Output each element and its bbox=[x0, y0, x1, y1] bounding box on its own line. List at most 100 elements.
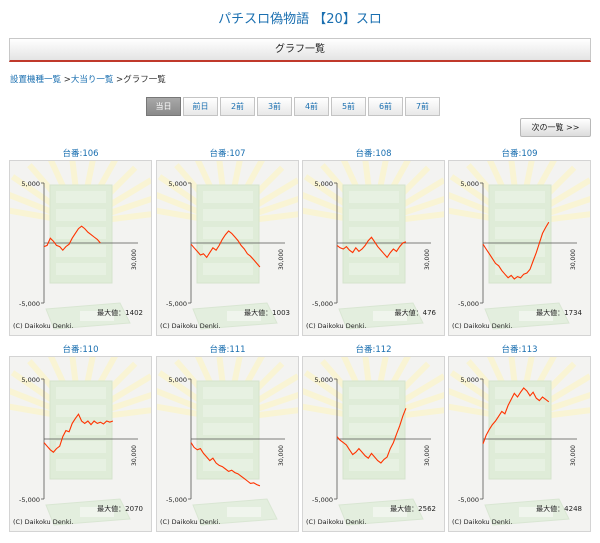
slump-graph[interactable]: 5,000 -5,000 30,000 最大値：2070 (C) Daikoku Den… bbox=[9, 356, 152, 532]
slump-graph[interactable]: 5,000 -5,000 30,000 最大値：2562 (C) Daikoku Den… bbox=[302, 356, 445, 532]
max-value-label: 最大値：2562 bbox=[390, 504, 436, 513]
machine-number-link[interactable]: 台番:107 bbox=[209, 149, 246, 159]
x-tick-label-max: 30,000 bbox=[570, 445, 577, 466]
machine-artwork bbox=[157, 161, 298, 330]
max-value-label: 最大値：1003 bbox=[244, 308, 290, 317]
slump-line bbox=[336, 408, 407, 464]
breadcrumb-machine-list[interactable]: 設置機種一覧 bbox=[10, 75, 62, 85]
slump-line bbox=[336, 236, 407, 259]
machine-card: 台番:108 5,000 -5,000 30,000 最大値：476 (C) Daiko… bbox=[302, 148, 445, 336]
machine-artwork bbox=[10, 161, 151, 330]
machine-number-link[interactable]: 台番:108 bbox=[355, 149, 392, 159]
max-value-label: 最大値：1734 bbox=[536, 308, 582, 317]
slump-graph-svg: 5,000 -5,000 30,000 最大値：2070 (C) Daikoku Den… bbox=[10, 357, 151, 526]
y-tick-label-max: 5,000 bbox=[21, 180, 40, 188]
slump-line bbox=[190, 442, 261, 487]
day-tab-7-days-ago[interactable]: 7前 bbox=[405, 97, 440, 116]
machine-artwork bbox=[303, 161, 444, 330]
x-tick-label-max: 30,000 bbox=[424, 445, 431, 466]
breadcrumb-separator: > bbox=[61, 75, 71, 85]
x-tick-label-max: 30,000 bbox=[278, 445, 285, 466]
y-tick-label-max: 5,000 bbox=[168, 180, 187, 188]
y-tick-label-max: 5,000 bbox=[21, 376, 40, 384]
y-tick-label-min: -5,000 bbox=[19, 300, 40, 308]
machine-card: 台番:107 5,000 -5,000 30,000 最大値：1003 (C) Daik… bbox=[156, 148, 299, 336]
slump-line bbox=[43, 225, 101, 252]
max-value-label: 最大値：1402 bbox=[97, 308, 143, 317]
breadcrumb: 設置機種一覧 >大当り一覧 >グラフ一覧 bbox=[10, 73, 166, 85]
day-tab-yesterday[interactable]: 前日 bbox=[183, 97, 218, 116]
y-tick-label-max: 5,000 bbox=[168, 376, 187, 384]
day-tab-5-days-ago[interactable]: 5前 bbox=[331, 97, 366, 116]
machine-number-link[interactable]: 台番:109 bbox=[501, 149, 538, 159]
copyright-text: (C) Daikoku Denki. bbox=[13, 322, 74, 330]
day-tab-4-days-ago[interactable]: 4前 bbox=[294, 97, 329, 116]
machine-card: 台番:110 5,000 -5,000 30,000 最大値：2070 (C) Daik… bbox=[9, 344, 152, 532]
y-tick-label-min: -5,000 bbox=[312, 300, 333, 308]
y-tick-label-max: 5,000 bbox=[460, 180, 479, 188]
slump-graph[interactable]: 5,000 -5,000 30,000 最大値：4248 (C) Daikoku Den… bbox=[448, 356, 591, 532]
y-tick-label-min: -5,000 bbox=[458, 300, 479, 308]
slump-graph[interactable]: 5,000 -5,000 30,000 最大値：476 (C) Daikoku Denk… bbox=[302, 160, 445, 336]
copyright-text: (C) Daikoku Denki. bbox=[452, 322, 513, 330]
y-tick-label-max: 5,000 bbox=[460, 376, 479, 384]
slump-line bbox=[482, 387, 550, 444]
machine-artwork bbox=[10, 357, 151, 526]
slump-graph[interactable]: 5,000 -5,000 30,000 最大値：1003 (C) Daikoku Den… bbox=[156, 160, 299, 336]
machine-number-link[interactable]: 台番:113 bbox=[501, 345, 538, 355]
slump-graph-svg: 5,000 -5,000 30,000 最大値：2562 (C) Daikoku Den… bbox=[303, 357, 444, 526]
breadcrumb-current: グラフ一覧 bbox=[123, 75, 166, 85]
slump-graph[interactable]: 5,000 -5,000 30,000 最大値：1402 (C) Daikoku Den… bbox=[9, 160, 152, 336]
slump-line bbox=[190, 230, 261, 268]
x-tick-label-max: 30,000 bbox=[278, 249, 285, 270]
machine-number-link[interactable]: 台番:112 bbox=[355, 345, 392, 355]
machine-artwork bbox=[157, 357, 298, 526]
copyright-text: (C) Daikoku Denki. bbox=[306, 518, 367, 526]
machine-card: 台番:113 5,000 -5,000 30,000 最大値：4248 (C) Daik… bbox=[448, 344, 591, 532]
y-tick-label-min: -5,000 bbox=[166, 496, 187, 504]
max-value-label: 最大値：2070 bbox=[97, 504, 143, 513]
machine-card: 台番:106 5,000 -5,000 30,000 最大値：1402 (C) Daik… bbox=[9, 148, 152, 336]
x-tick-label-max: 30,000 bbox=[424, 249, 431, 270]
slump-line bbox=[482, 221, 550, 280]
machine-number-link[interactable]: 台番:111 bbox=[209, 345, 246, 355]
y-tick-label-max: 5,000 bbox=[314, 180, 333, 188]
x-tick-label-max: 30,000 bbox=[131, 445, 138, 466]
machine-card: 台番:109 5,000 -5,000 30,000 最大値：1734 (C) Daik… bbox=[448, 148, 591, 336]
day-tabs: 当日 前日 2前 3前 4前 5前 6前 7前 bbox=[146, 97, 440, 116]
machine-artwork bbox=[303, 357, 444, 526]
copyright-text: (C) Daikoku Denki. bbox=[13, 518, 74, 526]
copyright-text: (C) Daikoku Denki. bbox=[160, 518, 221, 526]
slump-graph-svg: 5,000 -5,000 30,000 最大値：4248 (C) Daikoku Den… bbox=[449, 357, 590, 526]
machine-card: 台番:112 5,000 -5,000 30,000 最大値：2562 (C) Daik… bbox=[302, 344, 445, 532]
y-tick-label-max: 5,000 bbox=[314, 376, 333, 384]
copyright-text: (C) Daikoku Denki. bbox=[160, 322, 221, 330]
slump-graph[interactable]: 5,000 -5,000 30,000 最大値：1734 (C) Daikoku Den… bbox=[448, 160, 591, 336]
day-tab-6-days-ago[interactable]: 6前 bbox=[368, 97, 403, 116]
machine-artwork bbox=[449, 357, 590, 526]
day-tab-3-days-ago[interactable]: 3前 bbox=[257, 97, 292, 116]
slump-graph-svg: 5,000 -5,000 30,000 最大値：1003 (C) Daikoku Den… bbox=[157, 161, 298, 330]
breadcrumb-separator: > bbox=[113, 75, 124, 85]
machine-card: 台番:111 5,000 -5,000 30,000 (C) Daikoku Denk… bbox=[156, 344, 299, 532]
y-tick-label-min: -5,000 bbox=[19, 496, 40, 504]
machine-number-link[interactable]: 台番:106 bbox=[62, 149, 99, 159]
x-tick-label-max: 30,000 bbox=[570, 249, 577, 270]
breadcrumb-jackpot-list[interactable]: 大当り一覧 bbox=[70, 75, 114, 85]
y-tick-label-min: -5,000 bbox=[166, 300, 187, 308]
day-tab-2-days-ago[interactable]: 2前 bbox=[220, 97, 255, 116]
max-value-label: 最大値：4248 bbox=[536, 504, 582, 513]
y-tick-label-min: -5,000 bbox=[312, 496, 333, 504]
y-tick-label-min: -5,000 bbox=[458, 496, 479, 504]
x-tick-label-max: 30,000 bbox=[131, 249, 138, 270]
copyright-text: (C) Daikoku Denki. bbox=[306, 322, 367, 330]
next-list-button[interactable]: 次の一覧 >> bbox=[520, 118, 591, 137]
day-tab-today[interactable]: 当日 bbox=[146, 97, 181, 116]
copyright-text: (C) Daikoku Denki. bbox=[452, 518, 513, 526]
max-value-label: 最大値：476 bbox=[395, 308, 437, 317]
slump-graph[interactable]: 5,000 -5,000 30,000 (C) Daikoku Denki. bbox=[156, 356, 299, 532]
slump-graph-svg: 5,000 -5,000 30,000 最大値：1402 (C) Daikoku Den… bbox=[10, 161, 151, 330]
slump-line bbox=[43, 413, 114, 453]
hall-title: パチスロ偽物語 【20】スロ bbox=[218, 12, 382, 27]
machine-number-link[interactable]: 台番:110 bbox=[62, 345, 99, 355]
